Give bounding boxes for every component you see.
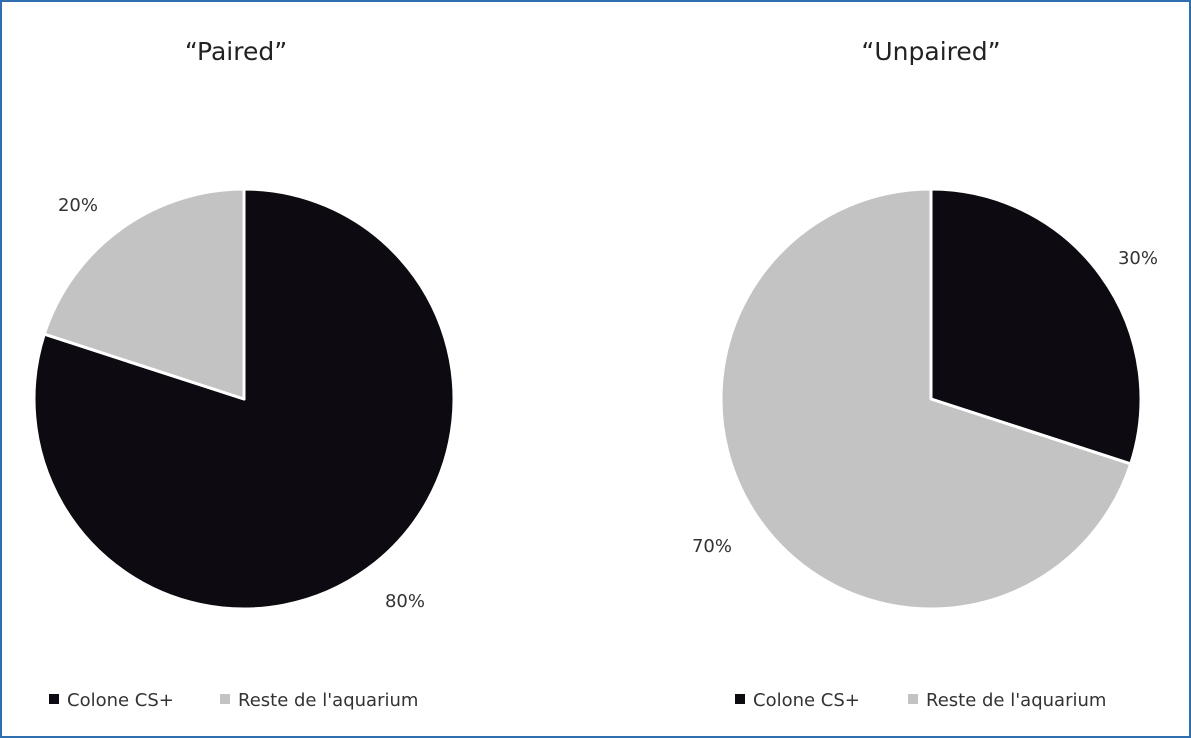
slice-label-paired-colone: 80% <box>385 591 425 612</box>
pie-slice-unpaired-colone <box>929 187 1143 466</box>
chart-title-unpaired: “Unpaired” <box>861 37 1000 66</box>
legend-swatch-paired-reste <box>220 694 230 704</box>
legend-label-unpaired-colone: Colone CS+ <box>753 690 860 711</box>
legend-label-unpaired-reste: Reste de l'aquarium <box>926 690 1106 711</box>
legend-swatch-unpaired-colone <box>735 694 745 704</box>
legend-label-paired-colone: Colone CS+ <box>67 690 174 711</box>
legend-swatch-unpaired-reste <box>908 694 918 704</box>
pie-chart-unpaired: “Unpaired” 30% 70% Colone CS+ Reste de l… <box>692 37 1158 711</box>
slice-label-unpaired-reste: 70% <box>692 536 732 557</box>
pie-chart-paired: “Paired” 80% 20% Colone CS+ Reste de l'a… <box>32 37 456 711</box>
chart-title-paired: “Paired” <box>185 37 287 66</box>
pie-slice-unpaired-reste <box>719 187 1133 611</box>
slice-label-unpaired-colone: 30% <box>1118 248 1158 269</box>
slice-label-paired-reste: 20% <box>58 195 98 216</box>
legend-swatch-paired-colone <box>49 694 59 704</box>
legend-unpaired: Colone CS+ Reste de l'aquarium <box>735 690 1106 711</box>
pie-slice-paired-reste <box>42 187 246 401</box>
legend-paired: Colone CS+ Reste de l'aquarium <box>49 690 418 711</box>
legend-label-paired-reste: Reste de l'aquarium <box>238 690 418 711</box>
